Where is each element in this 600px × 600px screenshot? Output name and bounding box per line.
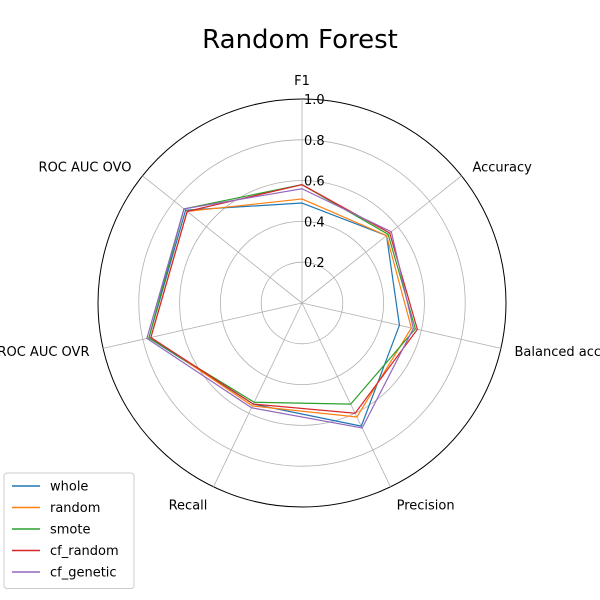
grid-spoke	[142, 175, 303, 304]
radial-tick-label: 1.0	[304, 93, 325, 108]
axis-label: ROC AUC OVO	[39, 161, 132, 176]
radar-series	[146, 184, 419, 429]
axis-label: Recall	[169, 498, 208, 513]
radial-tick-label: 0.2	[304, 256, 325, 271]
legend-label: cf_random	[50, 544, 119, 559]
axis-label: Balanced accuracy	[515, 345, 600, 360]
series-line-whole	[148, 202, 401, 427]
axis-labels: F1 Accuracy Balanced accuracy Precision Reca…	[0, 74, 600, 513]
legend-label: random	[50, 501, 100, 516]
chart-title: Random Forest	[202, 25, 398, 55]
radial-tick-label: 0.4	[304, 215, 325, 230]
legend-label: cf_genetic	[50, 566, 117, 581]
series-line-smote	[148, 184, 417, 405]
series-line-cf_random	[150, 184, 419, 414]
grid-spoke	[301, 175, 462, 304]
axis-label: F1	[294, 74, 310, 89]
grid-spoke	[103, 302, 303, 349]
radial-tick-label: 0.8	[304, 134, 325, 149]
grid-spoke	[213, 302, 303, 487]
legend: whole random smote cf_random cf_genetic	[3, 472, 135, 589]
axis-label: Precision	[397, 498, 455, 513]
radial-tick-labels: 0.2 0.4 0.6 0.8 1.0	[304, 93, 325, 271]
legend-label: whole	[50, 480, 88, 495]
grid-spoke	[301, 302, 391, 487]
grid-spoke	[301, 302, 501, 349]
axis-label: ROC AUC OVR	[0, 345, 89, 360]
legend-label: smote	[50, 523, 91, 538]
radar-grid	[97, 98, 507, 508]
axis-label: Accuracy	[472, 161, 532, 176]
legend-box	[3, 472, 135, 589]
series-line-cf_genetic	[146, 188, 415, 429]
radial-tick-label: 0.6	[304, 175, 325, 190]
